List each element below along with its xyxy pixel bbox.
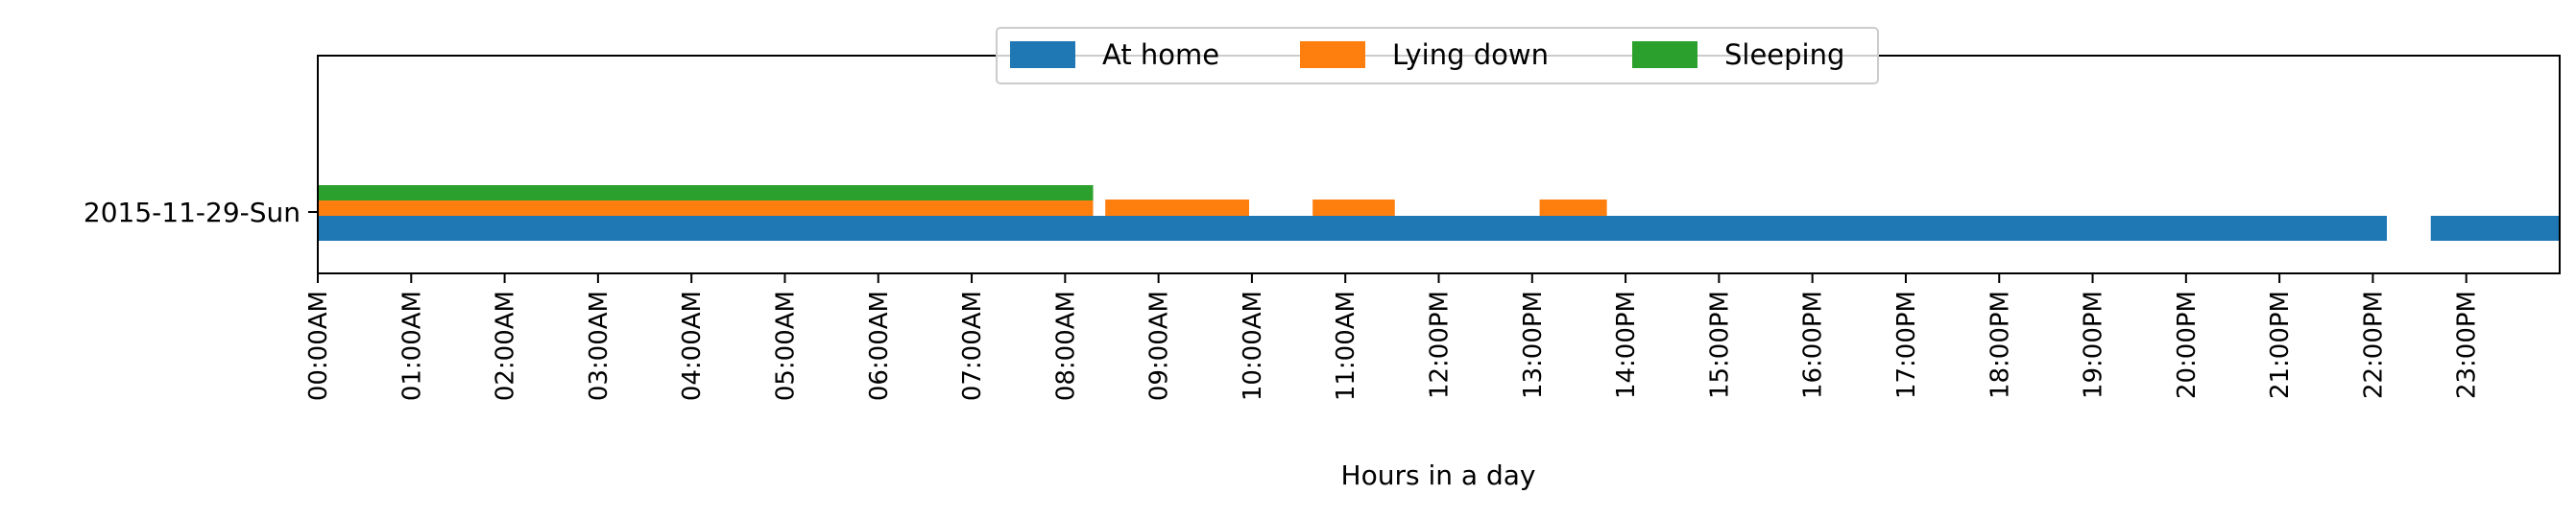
x-tick-label: 03:00AM [585,291,614,401]
legend-swatch-sleeping [1632,41,1697,68]
x-tick-label: 15:00PM [1705,291,1734,399]
y-tick-label: 2015-11-29-Sun [84,197,301,228]
at-home-bar-1 [2430,216,2560,241]
x-tick-label: 09:00AM [1145,291,1174,401]
x-tick-label: 19:00PM [2080,291,2108,399]
legend-label-at-home: At home [1102,38,1219,71]
lying-down-bar-1 [1105,200,1249,216]
x-tick-label: 22:00PM [2359,291,2388,399]
legend-swatch-lying-down [1300,41,1365,68]
x-tick-label: 01:00AM [397,291,426,401]
x-tick-label: 18:00PM [1986,291,2014,399]
lying-down-bar-3 [1539,200,1607,216]
legend: At home Lying down Sleeping [996,27,1879,84]
lying-down-bar-0 [318,200,1094,216]
x-tick-label: 02:00AM [492,291,520,401]
sleeping-bar-0 [318,185,1094,200]
x-axis: 00:00AM 01:00AM 02:00AM 03:00AM 04:00AM 05:00… [304,273,2482,401]
x-tick-label: 21:00PM [2266,291,2295,399]
x-tick-label: 16:00PM [1799,291,1828,399]
x-tick-label: 23:00PM [2453,291,2482,399]
x-tick-label: 10:00AM [1239,291,1267,401]
bars-layer [318,185,2560,241]
x-axis-label: Hours in a day [1341,459,1536,491]
x-tick-label: 04:00AM [678,291,707,401]
legend-swatch-at-home [1010,41,1075,68]
legend-label-lying-down: Lying down [1392,38,1549,71]
y-axis: 2015-11-29-Sun [84,197,318,228]
x-tick-label: 11:00AM [1332,291,1360,401]
x-tick-label: 20:00PM [2173,291,2202,399]
x-tick-label: 12:00PM [1426,291,1455,399]
x-tick-label: 17:00PM [1892,291,1921,399]
x-tick-label: 05:00AM [771,291,800,401]
lying-down-bar-2 [1312,200,1395,216]
at-home-bar-0 [318,216,2388,241]
x-tick-label: 13:00PM [1519,291,1548,399]
legend-label-sleeping: Sleeping [1724,38,1844,71]
x-tick-label: 08:00AM [1051,291,1080,401]
x-tick-label: 00:00AM [304,291,333,401]
x-tick-label: 07:00AM [958,291,987,401]
x-tick-label: 06:00AM [865,291,894,401]
x-tick-label: 14:00PM [1612,291,1641,399]
